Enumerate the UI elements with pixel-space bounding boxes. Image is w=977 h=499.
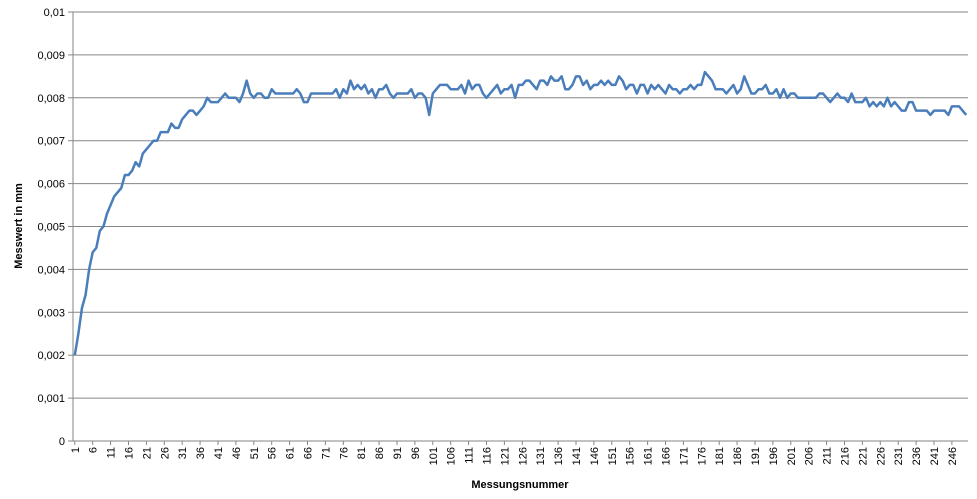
x-tick-label: 101: [428, 447, 440, 465]
x-tick-label: 86: [374, 447, 386, 459]
x-tick-label: 161: [643, 447, 655, 465]
x-tick-label: 126: [517, 447, 529, 465]
x-tick-label: 61: [285, 447, 297, 459]
x-tick-label: 176: [696, 447, 708, 465]
x-tick-label: 11: [106, 447, 118, 458]
y-axis-title: Messwert in mm: [13, 183, 25, 269]
x-tick-label: 236: [911, 447, 923, 465]
x-tick-label: 81: [356, 447, 368, 459]
x-tick-label: 186: [732, 447, 744, 465]
x-tick-label: 246: [947, 447, 959, 465]
x-tick-label: 216: [839, 447, 851, 465]
x-tick-label: 131: [535, 447, 547, 465]
x-tick-label: 91: [392, 447, 404, 459]
x-tick-label: 226: [875, 447, 887, 465]
x-tick-label: 21: [141, 447, 153, 459]
y-tick-label: 0,01: [44, 7, 65, 19]
x-tick-label: 211: [822, 447, 834, 465]
x-tick-label: 96: [410, 447, 422, 459]
x-tick-label: 146: [589, 447, 601, 465]
x-tick-label: 116: [481, 447, 493, 465]
x-tick-label: 66: [302, 447, 314, 459]
x-tick-label: 156: [625, 447, 637, 465]
x-tick-label: 111: [464, 447, 476, 464]
x-tick-label: 121: [499, 447, 511, 465]
y-tick-label: 0,003: [37, 307, 65, 319]
x-tick-label: 51: [249, 447, 261, 459]
data-line: [73, 70, 968, 356]
x-tick-label: 201: [786, 447, 798, 465]
x-tick-label: 71: [320, 447, 332, 459]
x-tick-label: 31: [177, 447, 189, 459]
x-tick-label: 1: [70, 447, 82, 453]
x-tick-label: 221: [857, 447, 869, 465]
x-tick-label: 171: [678, 447, 690, 465]
x-tick-label: 191: [750, 447, 762, 465]
x-tick-label: 166: [660, 447, 672, 465]
x-tick-label: 76: [338, 447, 350, 459]
y-tick-label: 0,005: [37, 222, 65, 234]
x-tick-label: 26: [159, 447, 171, 459]
y-tick-label: 0,007: [37, 136, 65, 148]
x-tick-label: 16: [123, 447, 135, 459]
x-tick-label: 231: [893, 447, 905, 465]
x-tick-label: 136: [553, 447, 565, 465]
y-tick-label: 0: [59, 436, 65, 448]
x-tick-label: 141: [571, 447, 583, 465]
x-tick-label: 6: [88, 447, 100, 453]
y-tick-label: 0,004: [37, 264, 65, 276]
x-axis-title: Messungsnummer: [471, 479, 569, 491]
y-tick-label: 0,008: [37, 93, 65, 105]
x-tick-label: 196: [768, 447, 780, 465]
x-tick-label: 206: [804, 447, 816, 465]
x-tick-label: 241: [929, 447, 941, 465]
x-tick-label: 41: [213, 447, 225, 459]
y-tick-label: 0,006: [37, 179, 65, 191]
x-tick-label: 46: [231, 447, 243, 459]
x-tick-label: 36: [195, 447, 207, 459]
x-tick-label: 151: [607, 447, 619, 465]
x-tick-label: 56: [267, 447, 279, 459]
y-tick-label: 0,002: [37, 350, 65, 362]
x-tick-label: 106: [446, 447, 458, 465]
y-tick-label: 0,009: [37, 50, 65, 62]
y-tick-label: 0,001: [37, 393, 65, 405]
x-tick-label: 181: [714, 447, 726, 465]
